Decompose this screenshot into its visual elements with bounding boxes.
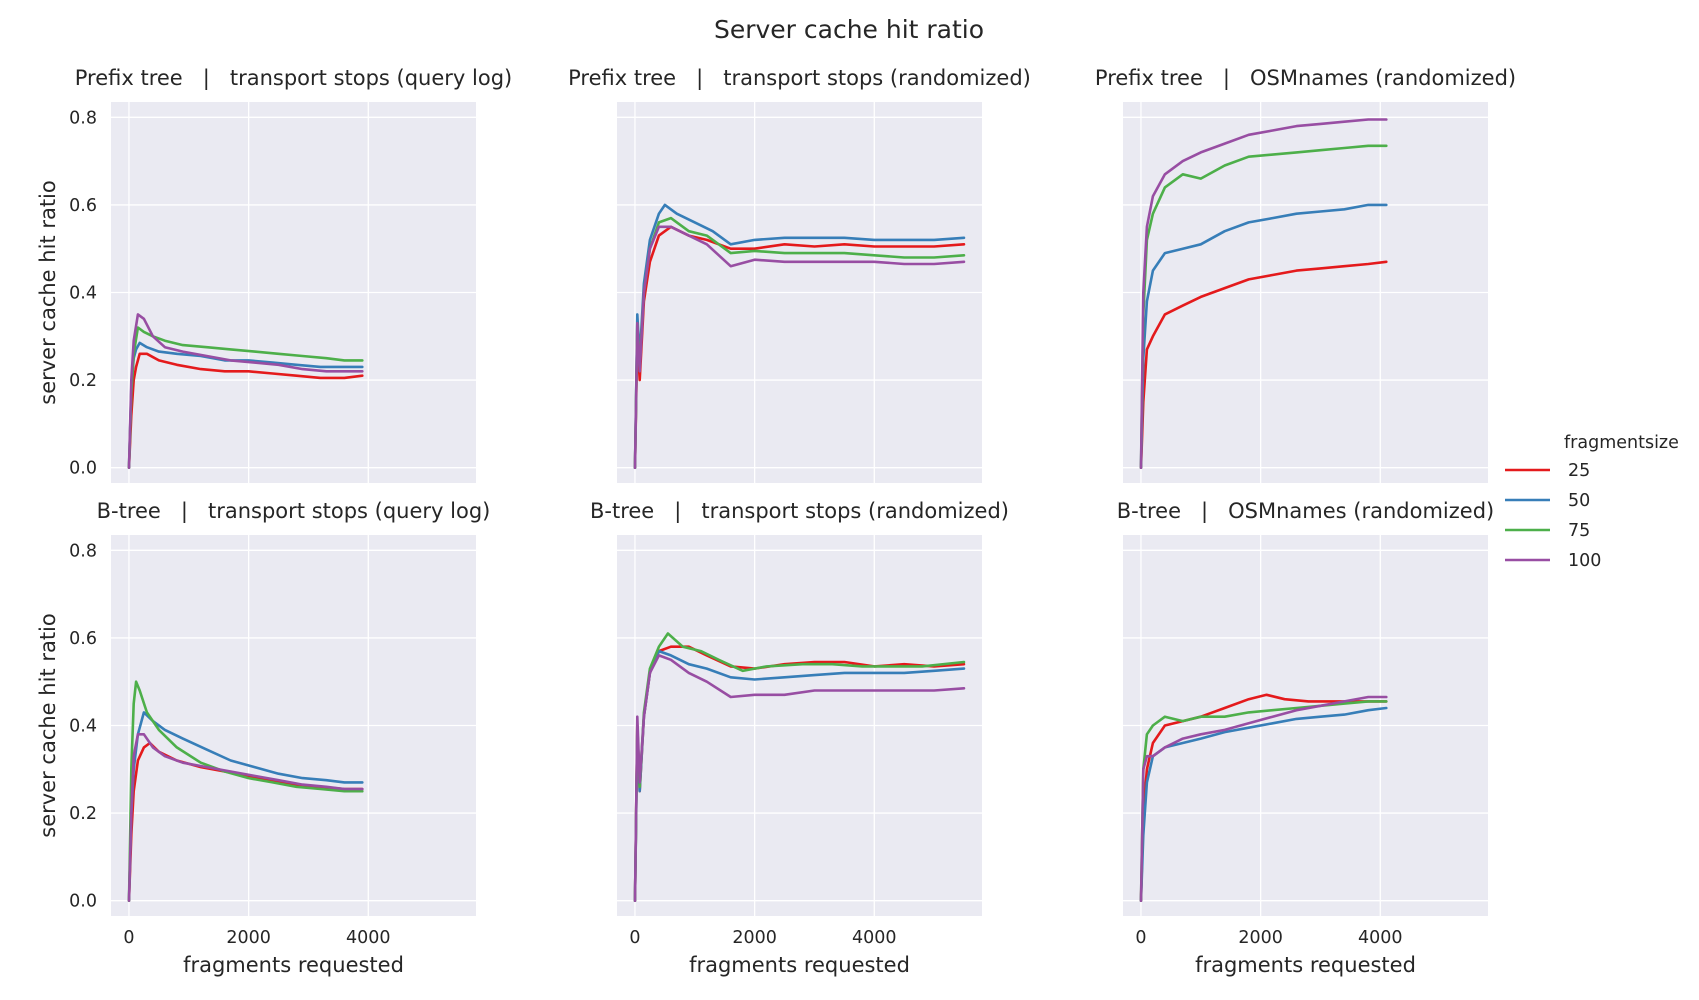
y-axis-label: server cache hit ratio — [36, 180, 60, 405]
y-tick-label: 0.4 — [69, 717, 97, 737]
legend-label: 75 — [1568, 521, 1590, 541]
panel-title: Prefix tree | transport stops (randomize… — [568, 66, 1031, 91]
y-tick-label: 0.6 — [69, 196, 97, 216]
series-line-100 — [1139, 695, 1388, 902]
y-axis-label: server cache hit ratio — [36, 613, 60, 838]
series-line-75 — [127, 326, 364, 469]
panel-5: B-tree | transport stops (randomized) 0 20… — [590, 499, 1009, 977]
x-tick-label: 0 — [1135, 928, 1146, 948]
panel-title: B-tree | transport stops (query log) — [97, 499, 491, 524]
series-line-75 — [1139, 700, 1388, 902]
series-group — [127, 680, 364, 902]
y-tick-label: 0.2 — [69, 371, 97, 391]
series-group — [633, 203, 966, 469]
series-line-50 — [1139, 203, 1388, 469]
x-axis-label: fragments requested — [689, 953, 910, 977]
y-tick-label: 0.0 — [69, 892, 97, 912]
x-axis-label: fragments requested — [183, 953, 404, 977]
series-line-100 — [1139, 118, 1388, 469]
series-group — [1139, 118, 1388, 469]
series-group — [1139, 693, 1388, 902]
series-group — [633, 632, 966, 902]
x-axis-label: fragments requested — [1195, 953, 1416, 977]
y-tick-label: 0.6 — [69, 629, 97, 649]
series-group — [127, 313, 364, 469]
panel-title: B-tree | OSMnames (randomized) — [1117, 499, 1494, 524]
panels: Prefix tree | transport stops (query log… — [36, 66, 1516, 977]
panel-title: B-tree | transport stops (randomized) — [590, 499, 1009, 524]
x-tick-label: 2000 — [732, 928, 777, 948]
series-line-25 — [127, 352, 364, 469]
legend-title: fragmentsize — [1564, 433, 1679, 453]
series-line-75 — [127, 680, 364, 902]
series-line-25 — [1139, 260, 1388, 469]
legend: fragmentsize 25 50 75 100 — [1505, 433, 1679, 571]
y-tick-label: 0.0 — [69, 459, 97, 479]
y-tick-label: 0.4 — [69, 284, 97, 304]
figure-title: Server cache hit ratio — [714, 15, 984, 44]
legend-label: 100 — [1568, 551, 1601, 571]
x-tick-label: 2000 — [226, 928, 271, 948]
panel-3: Prefix tree | OSMnames (randomized) — [1095, 66, 1516, 483]
legend-label: 50 — [1568, 491, 1590, 511]
panel-title: Prefix tree | transport stops (query log… — [75, 66, 512, 91]
x-tick-label: 4000 — [852, 928, 897, 948]
panel-4: B-tree | transport stops (query log) 0.0 0… — [36, 499, 490, 977]
panel-title: Prefix tree | OSMnames (randomized) — [1095, 66, 1516, 91]
y-tick-label: 0.8 — [69, 108, 97, 128]
y-tick-label: 0.8 — [69, 541, 97, 561]
panel-1: Prefix tree | transport stops (query log… — [36, 66, 512, 483]
series-line-100 — [127, 313, 364, 469]
series-line-100 — [633, 225, 966, 469]
x-tick-label: 4000 — [346, 928, 391, 948]
x-tick-label: 4000 — [1358, 928, 1403, 948]
series-line-100 — [127, 733, 364, 902]
legend-label: 25 — [1568, 461, 1590, 481]
panel-6: B-tree | OSMnames (randomized) 0 2000 4000 f… — [1117, 499, 1494, 977]
x-tick-label: 0 — [629, 928, 640, 948]
y-tick-label: 0.2 — [69, 804, 97, 824]
series-line-100 — [633, 654, 966, 902]
x-tick-label: 2000 — [1238, 928, 1283, 948]
x-tick-label: 0 — [123, 928, 134, 948]
series-line-50 — [1139, 706, 1388, 902]
series-line-75 — [1139, 144, 1388, 469]
panel-2: Prefix tree | transport stops (randomize… — [568, 66, 1031, 483]
